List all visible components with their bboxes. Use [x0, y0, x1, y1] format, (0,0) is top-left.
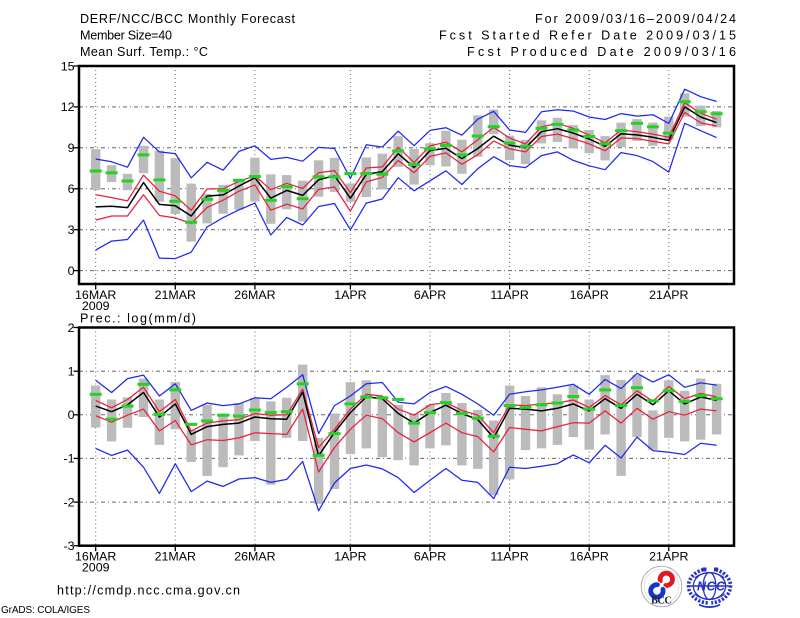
svg-text:6APR: 6APR [414, 550, 446, 564]
svg-text:16MAR: 16MAR [75, 288, 116, 302]
svg-text:BCC: BCC [651, 596, 672, 607]
svg-text:DERF/NCC/BCC Monthly Forecast: DERF/NCC/BCC Monthly Forecast [80, 12, 296, 26]
svg-text:GrADS: COLA/IGES: GrADS: COLA/IGES [1, 605, 90, 616]
svg-text:1APR: 1APR [334, 550, 366, 564]
svg-text:Mean Surf. Temp.: °C: Mean Surf. Temp.: °C [80, 45, 208, 59]
svg-text:11APR: 11APR [490, 288, 528, 302]
svg-text:Prec.: log(mm/d): Prec.: log(mm/d) [80, 312, 196, 326]
svg-text:6APR: 6APR [414, 288, 446, 302]
svg-text:21MAR: 21MAR [155, 288, 196, 302]
svg-text:3: 3 [68, 223, 75, 237]
svg-text:-3: -3 [63, 539, 74, 553]
svg-text:21APR: 21APR [649, 288, 688, 302]
svg-text:16APR: 16APR [570, 550, 609, 564]
svg-text:12: 12 [61, 100, 75, 114]
svg-text:Fcst Produced Date 2009/03/16: Fcst Produced Date 2009/03/16 [467, 45, 736, 59]
svg-text:11APR: 11APR [490, 550, 528, 564]
svg-text:1: 1 [68, 365, 75, 379]
svg-text:2009: 2009 [82, 299, 110, 313]
svg-text:6: 6 [68, 182, 75, 196]
svg-text:1APR: 1APR [334, 288, 366, 302]
svg-text:2: 2 [68, 321, 75, 335]
svg-text:26MAR: 26MAR [234, 550, 275, 564]
svg-text:NCC: NCC [697, 580, 726, 594]
svg-text:2009: 2009 [82, 561, 110, 575]
svg-text:http://cmdp.ncc.cma.gov.cn: http://cmdp.ncc.cma.gov.cn [57, 584, 240, 598]
svg-text:9: 9 [68, 141, 75, 155]
svg-text:16MAR: 16MAR [75, 550, 116, 564]
svg-text:26MAR: 26MAR [234, 288, 275, 302]
svg-text:16APR: 16APR [570, 288, 609, 302]
svg-text:Member Size=40: Member Size=40 [80, 29, 172, 43]
svg-text:0: 0 [68, 408, 75, 422]
svg-text:15: 15 [61, 59, 75, 73]
svg-text:-1: -1 [63, 452, 74, 466]
svg-text:For 2009/03/16–2009/04/24: For 2009/03/16–2009/04/24 [535, 12, 736, 26]
svg-text:21APR: 21APR [649, 550, 688, 564]
svg-text:0: 0 [68, 264, 75, 278]
svg-text:-2: -2 [63, 495, 74, 509]
svg-text:21MAR: 21MAR [155, 550, 196, 564]
